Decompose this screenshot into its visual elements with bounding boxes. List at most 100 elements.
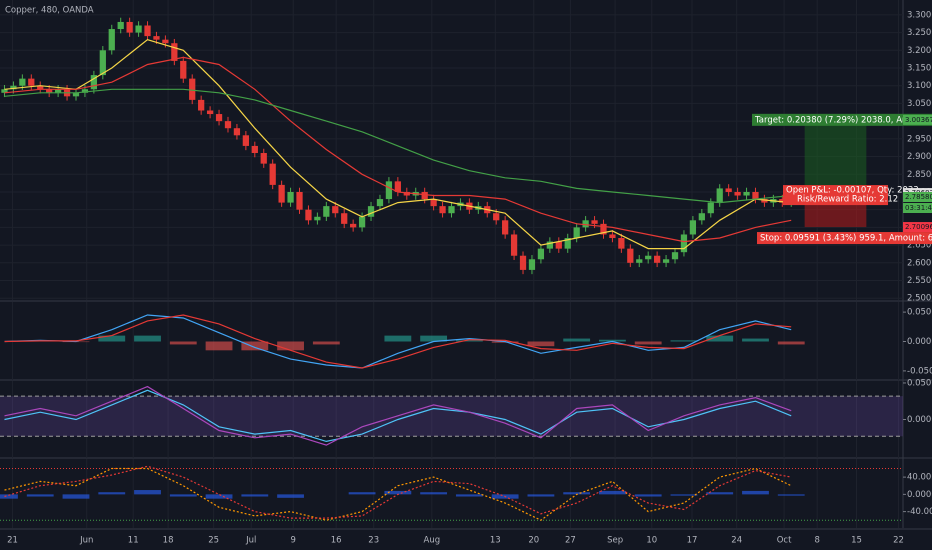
entry-ratio-label: Risk/Reward Ratio: 2.12 [797, 195, 898, 205]
candle-body [10, 85, 17, 90]
candle-body [680, 234, 688, 253]
candle-body [627, 248, 634, 263]
stop-label-box [757, 232, 932, 245]
candle-body [99, 50, 106, 76]
histogram-bar [563, 338, 591, 342]
candle-body [358, 216, 366, 228]
candle-body [582, 220, 589, 228]
candle-body [645, 255, 652, 260]
histogram-bar [205, 341, 233, 351]
y-tick-label: 2.90000 [907, 152, 932, 162]
histogram-bar [706, 335, 734, 342]
histogram-bar [0, 494, 18, 499]
candle-body [439, 206, 446, 214]
candle-body [162, 39, 169, 44]
x-tick-label: Oct [777, 536, 792, 546]
price-label: 2.78580 [905, 193, 932, 201]
candle-body [564, 238, 571, 249]
indicator-line [4, 385, 792, 446]
candle-body [341, 213, 348, 224]
candle-body [242, 135, 249, 146]
x-tick-label: Jun [79, 536, 93, 546]
candle-body [493, 213, 500, 221]
candle-body [1, 89, 8, 93]
candle-body [224, 121, 232, 129]
candle-body [394, 181, 401, 192]
x-tick-label: 23 [368, 536, 379, 546]
y-tick-label: 2.95000 [907, 134, 932, 144]
histogram-bar [455, 494, 483, 497]
candle-body [198, 99, 205, 111]
candle-body [350, 223, 357, 228]
histogram-bar [563, 492, 591, 495]
target-zone [804, 119, 867, 194]
price-label-box [903, 192, 932, 203]
candle-body [600, 223, 607, 235]
x-tick-label: 8 [814, 536, 819, 546]
histogram-bar [62, 494, 90, 499]
x-tick-label: Jul [245, 536, 256, 546]
x-tick-label: 20 [528, 536, 539, 546]
candle-body [171, 43, 178, 61]
candle-body [72, 92, 80, 97]
candle-body [707, 202, 714, 214]
x-tick-label: 17 [687, 536, 698, 546]
candle-body [323, 206, 330, 217]
candle-body [332, 206, 339, 214]
histogram-bar [670, 340, 698, 342]
candle-body [555, 241, 562, 249]
histogram-bar [134, 335, 161, 342]
price-label: 3.00367 [905, 116, 932, 124]
histogram-bar [241, 494, 269, 497]
indicator-line [4, 88, 792, 204]
candle-body [430, 199, 437, 207]
indicator-line [4, 39, 792, 250]
x-tick-label: 27 [565, 536, 576, 546]
histogram-bar [706, 492, 734, 495]
candle-body [421, 191, 428, 200]
candle-body [108, 29, 115, 51]
x-tick-label: 9 [291, 536, 296, 546]
candle-body [752, 191, 759, 200]
histogram-bar [26, 494, 54, 497]
candle-body [180, 60, 187, 79]
candle-body [278, 184, 285, 203]
histogram-bar [455, 340, 483, 342]
histogram-bar [420, 335, 448, 342]
histogram-bar [420, 492, 448, 495]
target-label: Target: 0.20380 (7.29%) 2038.0, Amount: … [754, 115, 932, 125]
candle-body [233, 128, 241, 136]
candle-body [37, 85, 44, 90]
y-tick-label: 3.05000 [907, 99, 932, 109]
candle-body [215, 114, 223, 122]
y-tick-label: 3.10000 [907, 81, 932, 91]
candle-body [662, 259, 670, 263]
histogram-bar [777, 494, 805, 496]
candle-body [609, 234, 616, 239]
x-tick-label: 13 [490, 536, 501, 546]
histogram-bar [384, 335, 412, 342]
histogram-bar [634, 494, 662, 497]
x-tick-label: Aug [424, 536, 441, 546]
histogram-bar [384, 490, 412, 495]
candle-body [153, 36, 160, 40]
histogram-bar [348, 492, 376, 495]
histogram-bar [277, 341, 304, 351]
candle-body [269, 163, 276, 185]
target-label-box [752, 113, 932, 126]
countdown: 03:31:40 [905, 204, 932, 212]
histogram-bar [241, 341, 269, 351]
candle-body [636, 259, 643, 263]
x-tick-label: Sep [607, 536, 623, 546]
chart-title: Copper, 480, OANDA [5, 6, 94, 16]
indicator-line [4, 467, 792, 521]
x-tick-label: 15 [851, 536, 862, 546]
candle-body [287, 191, 294, 203]
entry-label-box [783, 185, 888, 206]
histogram-bar [599, 339, 626, 342]
price-label-box [903, 222, 932, 233]
histogram-bar [670, 494, 698, 496]
y-tick-label: 3.30000 [907, 10, 932, 20]
y-tick-label: 2.85000 [907, 170, 932, 180]
